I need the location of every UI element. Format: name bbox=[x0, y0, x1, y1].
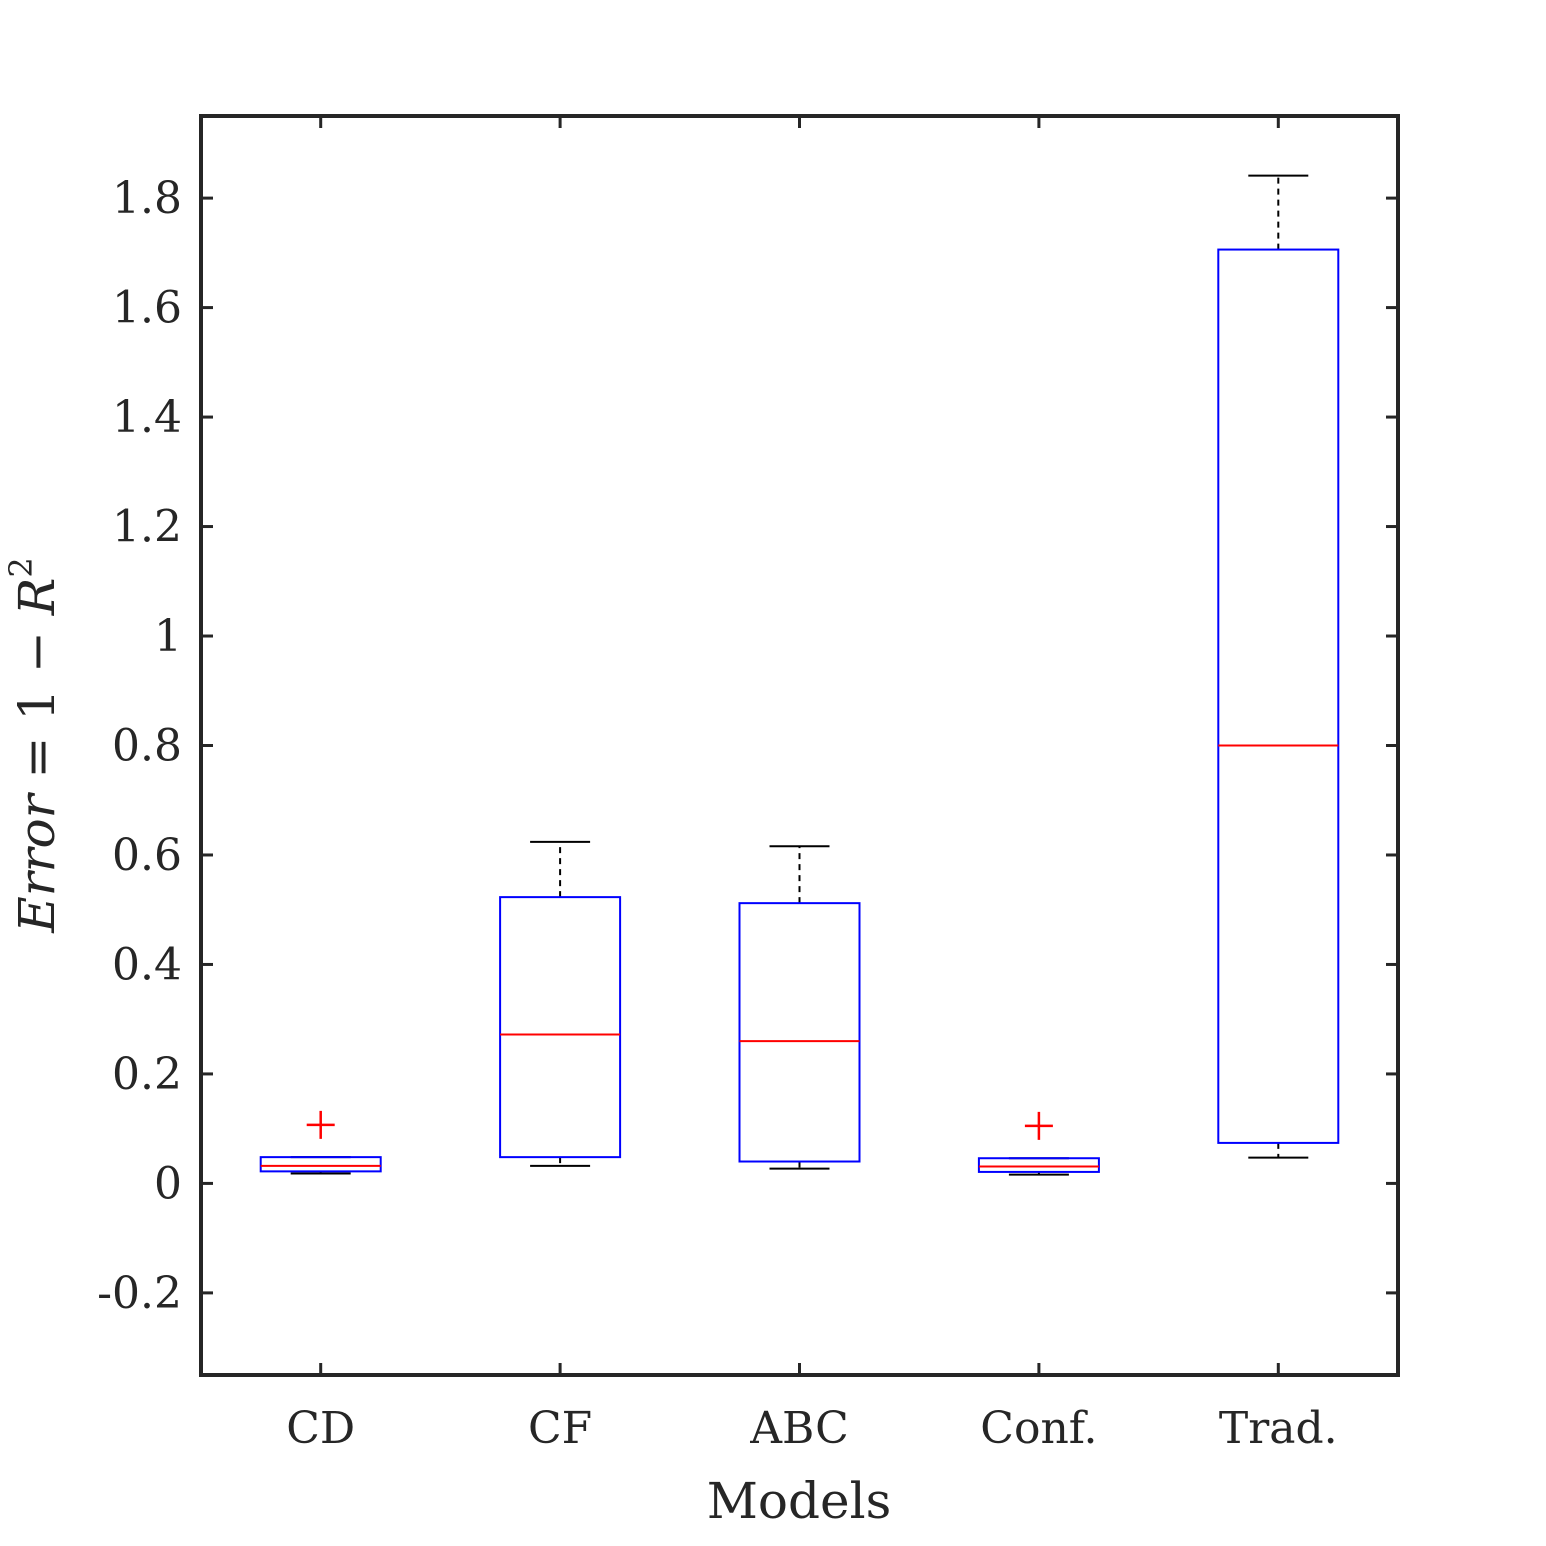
outlier-marker-cd bbox=[306, 1110, 335, 1139]
y-axis-title-r: R bbox=[8, 578, 66, 617]
x-tick-label-cf: CF bbox=[528, 1403, 592, 1454]
box-abc bbox=[738, 902, 861, 1163]
y-tick-label: 1.4 bbox=[112, 392, 182, 443]
y-axis-title-equation: = 1 − bbox=[8, 615, 66, 794]
y-tick-label: 1 bbox=[154, 611, 182, 662]
y-axis-title-superscript: 2 bbox=[2, 557, 40, 577]
y-tick-label: 0.6 bbox=[112, 830, 182, 881]
y-tick-label: 1.8 bbox=[112, 173, 182, 224]
y-tick-label: 1.6 bbox=[112, 283, 182, 334]
y-axis-title-variable: Error bbox=[8, 791, 66, 933]
box-cf bbox=[499, 896, 622, 1159]
box-conf bbox=[977, 1157, 1100, 1173]
y-tick-label: 0.8 bbox=[112, 721, 182, 772]
x-tick-label-cd: CD bbox=[286, 1403, 355, 1454]
y-tick-label: 0.4 bbox=[112, 939, 182, 990]
x-tick-label-abc: ABC bbox=[749, 1403, 849, 1454]
y-tick-label: 0.2 bbox=[112, 1049, 182, 1100]
x-axis-title: Models bbox=[707, 1472, 892, 1530]
box-trad bbox=[1217, 248, 1340, 1144]
box-cd bbox=[259, 1156, 382, 1173]
y-tick-labels: -0.2 0 0.2 0.4 0.6 0.8 1 1.2 1.4 1.6 1.8 bbox=[97, 173, 182, 1319]
plot-marks bbox=[259, 174, 1340, 1176]
y-tick-label: 1.2 bbox=[112, 502, 182, 553]
y-tick-label: 0 bbox=[154, 1158, 182, 1209]
axes-frame bbox=[199, 114, 1400, 1377]
x-tick-label-trad: Trad. bbox=[1219, 1403, 1338, 1454]
outlier-marker-conf bbox=[1024, 1111, 1053, 1140]
axes bbox=[199, 114, 1400, 1377]
y-tick-label: -0.2 bbox=[97, 1268, 182, 1319]
x-tick-label-conf: Conf. bbox=[980, 1403, 1097, 1454]
y-axis-title: Error = 1 − R2 bbox=[2, 557, 66, 934]
x-tick-labels: CD CF ABC Conf. Trad. bbox=[286, 1403, 1337, 1454]
